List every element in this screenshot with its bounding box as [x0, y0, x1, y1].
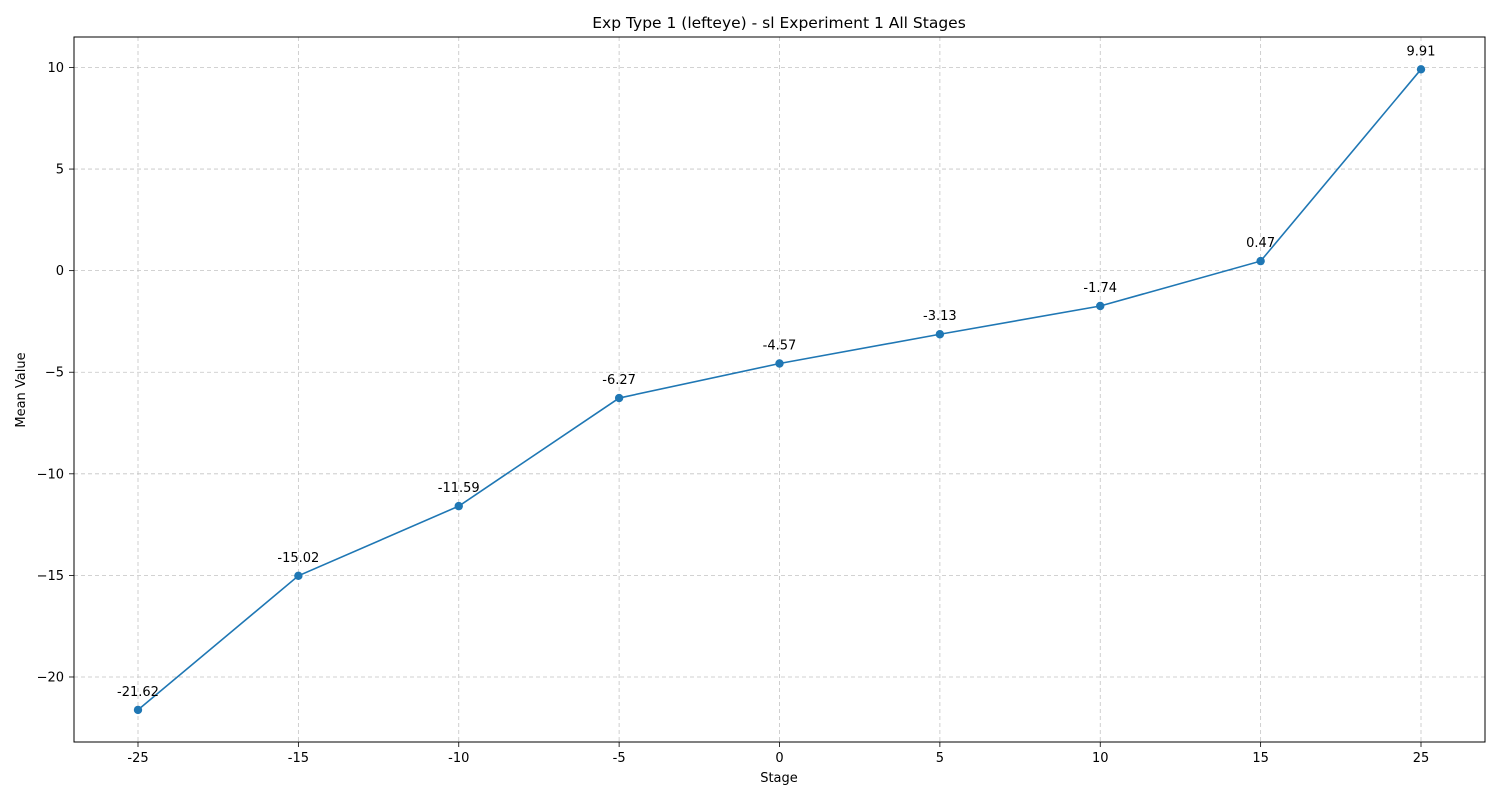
- data-point: [1416, 65, 1426, 74]
- data-label: -6.27: [602, 373, 636, 388]
- data-point: [775, 359, 784, 368]
- y-tick-label: 10: [47, 61, 64, 76]
- data-point: [935, 330, 945, 339]
- chart-title: Exp Type 1 (lefteye) - sl Experiment 1 A…: [592, 14, 966, 32]
- data-label: 0.47: [1246, 236, 1275, 251]
- data-point: [294, 571, 303, 581]
- data-point: [133, 705, 143, 715]
- data-label: -1.74: [1083, 281, 1117, 296]
- x-tick-label: 10: [1092, 751, 1109, 766]
- data-label: -21.62: [117, 685, 159, 700]
- x-axis-label: Stage: [760, 771, 798, 786]
- x-tick-label: -25: [127, 751, 148, 766]
- x-tick-label: -5: [613, 751, 626, 766]
- data-labels: -21.62 -15.02 -11.59 -6.27 -4.57 -3.13 -1.74 0.…: [117, 44, 1435, 700]
- data-point: [1256, 256, 1265, 266]
- x-tick-label: 5: [936, 751, 944, 766]
- data-label: -11.59: [438, 481, 480, 496]
- y-tick-label: −10: [37, 467, 64, 482]
- series: [133, 65, 1426, 715]
- data-label: -4.57: [763, 338, 797, 353]
- y-tick-label: 5: [56, 163, 64, 178]
- x-tick-label: 15: [1252, 751, 1269, 766]
- y-tick-label: −5: [45, 366, 64, 381]
- y-tick-label: 0: [56, 264, 64, 279]
- x-axis-ticks: -25 -15 -10 -5 0 5 10 15 25: [127, 742, 1429, 766]
- y-axis-label: Mean Value: [14, 352, 29, 427]
- data-label: -3.13: [923, 309, 957, 324]
- x-tick-label: -15: [288, 751, 309, 766]
- grid: [74, 37, 1485, 742]
- y-tick-label: −20: [37, 670, 64, 685]
- x-tick-label: -10: [448, 751, 469, 766]
- y-tick-label: −15: [37, 569, 64, 584]
- x-tick-label: 25: [1413, 751, 1430, 766]
- data-point: [454, 501, 463, 511]
- x-tick-label: 0: [775, 751, 783, 766]
- data-label: 9.91: [1407, 44, 1436, 59]
- data-label: -15.02: [277, 551, 319, 566]
- y-axis-ticks: 10 5 0 −5 −10 −15 −20: [37, 61, 74, 685]
- data-point: [1096, 301, 1105, 311]
- data-point: [614, 393, 624, 403]
